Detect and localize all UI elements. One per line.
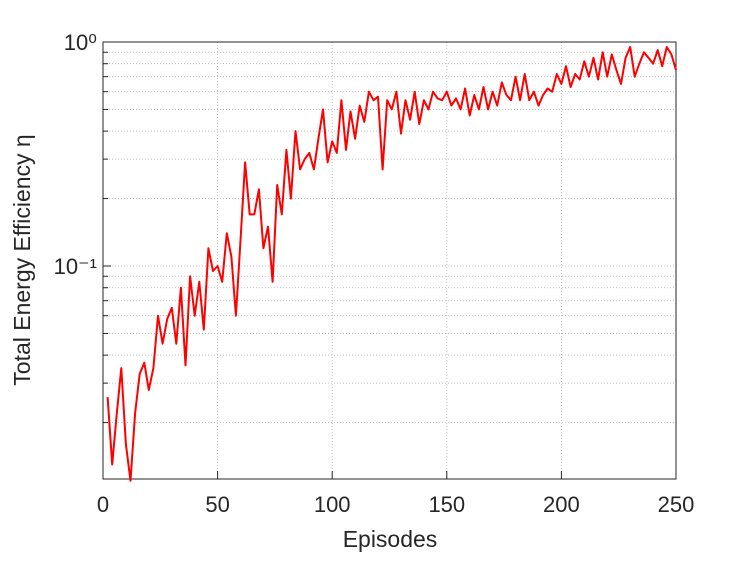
x-tick-label: 50 — [205, 492, 229, 517]
x-tick-label: 0 — [97, 492, 109, 517]
y-tick-label: 10⁻¹ — [54, 254, 97, 279]
plot-frame — [102, 41, 677, 480]
data-line — [106, 46, 677, 482]
y-axis-label: Total Energy Efficiency η — [9, 134, 35, 385]
y-tick-label: 10⁰ — [64, 30, 97, 55]
x-tick-label: 250 — [658, 492, 695, 517]
x-axis-label: Episodes — [343, 526, 438, 552]
x-tick-label: 150 — [428, 492, 465, 517]
x-tick-label: 200 — [543, 492, 580, 517]
x-tick-label: 100 — [314, 492, 351, 517]
